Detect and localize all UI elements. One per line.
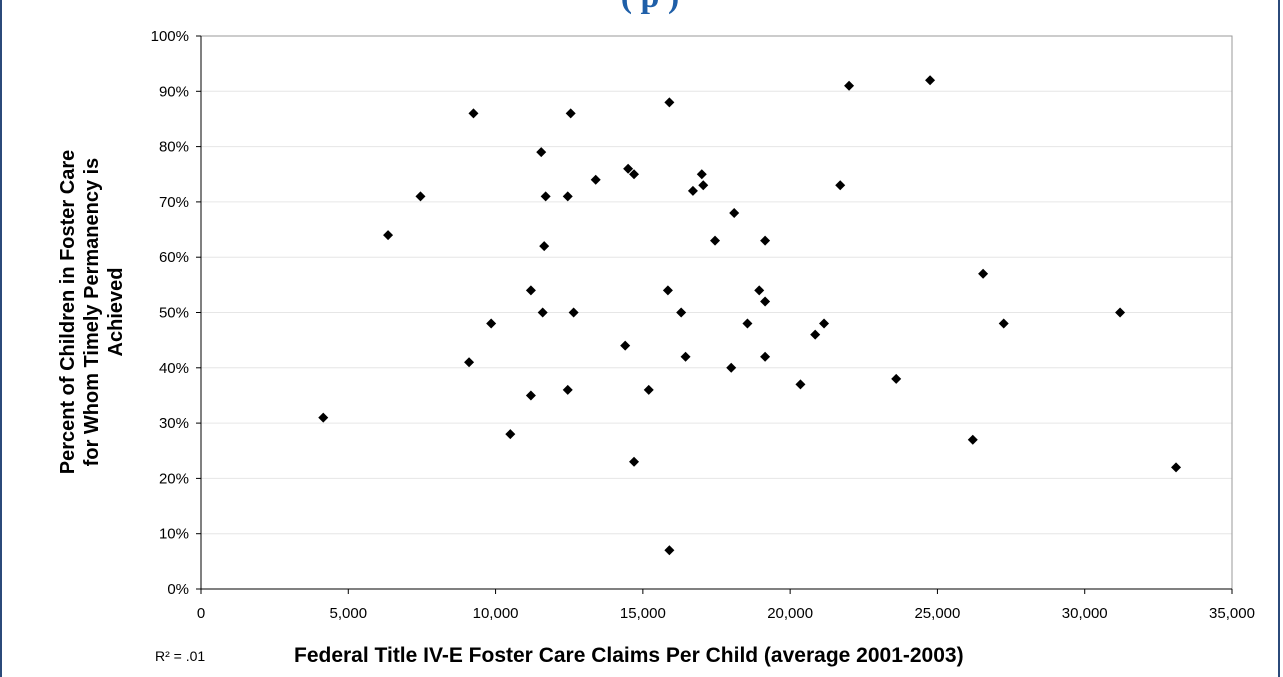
- data-point: [664, 97, 675, 108]
- data-point: [415, 191, 426, 202]
- r-squared-annotation: R² = .01: [155, 648, 206, 664]
- y-tick-label: 20%: [159, 470, 189, 487]
- y-tick-label: 50%: [159, 305, 189, 322]
- y-tick-label: 80%: [159, 139, 189, 156]
- data-point: [540, 191, 551, 202]
- data-points: [318, 75, 1182, 556]
- data-point: [565, 108, 576, 119]
- x-axis-label: Federal Title IV-E Foster Care Claims Pe…: [294, 644, 964, 667]
- data-point: [536, 147, 547, 158]
- y-tick-label: 100%: [151, 28, 189, 45]
- data-point: [525, 390, 536, 401]
- y-tick-label: 60%: [159, 249, 189, 266]
- y-axis-label-line-3: Achieved: [105, 267, 127, 357]
- data-point: [662, 285, 673, 296]
- x-tick-label: 35,000: [1209, 605, 1255, 622]
- data-point: [729, 207, 740, 218]
- y-tick-label: 10%: [159, 526, 189, 543]
- x-tick-label: 0: [197, 605, 205, 622]
- tick-labels: 0% 10% 20% 30% 40% 50% 60% 70% 80% 90% 100% 0 5,000 1…: [151, 28, 1255, 622]
- data-point: [925, 75, 936, 86]
- data-point: [562, 191, 573, 202]
- y-axis-label: Percent of Children in Foster Care for W…: [56, 82, 128, 542]
- data-point: [687, 185, 698, 196]
- x-tick-label: 10,000: [473, 605, 519, 622]
- data-point: [629, 169, 640, 180]
- data-point: [620, 340, 631, 351]
- x-tick-label: 30,000: [1062, 605, 1108, 622]
- x-tick-label: 5,000: [330, 605, 368, 622]
- data-point: [505, 429, 516, 440]
- data-point: [568, 307, 579, 318]
- data-point: [676, 307, 687, 318]
- data-point: [844, 80, 855, 91]
- data-point: [819, 318, 830, 329]
- y-tick-label: 90%: [159, 83, 189, 100]
- data-point: [539, 241, 550, 252]
- data-point: [760, 351, 771, 362]
- y-axis-label-line-2: for Whom Timely Permanency is: [81, 157, 103, 467]
- x-tick-label: 15,000: [620, 605, 666, 622]
- data-point: [468, 108, 479, 119]
- data-point: [629, 456, 640, 467]
- data-point: [562, 384, 573, 395]
- y-axis-label-line-1: Percent of Children in Foster Care: [57, 149, 79, 475]
- grid-lines: [201, 90, 1232, 535]
- x-tick-label: 20,000: [767, 605, 813, 622]
- data-point: [1171, 462, 1182, 473]
- data-point: [726, 362, 737, 373]
- data-point: [742, 318, 753, 329]
- y-tick-label: 40%: [159, 360, 189, 377]
- data-point: [810, 329, 821, 340]
- data-point: [891, 373, 902, 384]
- y-tick-label: 30%: [159, 415, 189, 432]
- data-point: [680, 351, 691, 362]
- data-point: [978, 268, 989, 279]
- slide-frame-left: [0, 0, 2, 677]
- data-point: [537, 307, 548, 318]
- y-tick-label: 70%: [159, 194, 189, 211]
- slide-title-fragment: ( p ): [300, 0, 1000, 16]
- data-point: [318, 412, 329, 423]
- data-point: [760, 235, 771, 246]
- data-point: [664, 545, 675, 556]
- data-point: [696, 169, 707, 180]
- data-point: [754, 285, 765, 296]
- data-point: [643, 384, 654, 395]
- data-point: [967, 434, 978, 445]
- data-point: [710, 235, 721, 246]
- data-point: [525, 285, 536, 296]
- x-tick-label: 25,000: [914, 605, 960, 622]
- data-point: [383, 230, 394, 241]
- data-point: [835, 180, 846, 191]
- data-point: [760, 296, 771, 307]
- y-tick-label: 0%: [167, 581, 189, 598]
- data-point: [464, 357, 475, 368]
- data-point: [590, 174, 601, 185]
- data-point: [998, 318, 1009, 329]
- data-point: [795, 379, 806, 390]
- data-point: [623, 163, 634, 174]
- axes: [196, 35, 1233, 594]
- data-point: [1115, 307, 1126, 318]
- data-point: [698, 180, 709, 191]
- data-point: [486, 318, 497, 329]
- slide-frame-right: [1278, 0, 1280, 677]
